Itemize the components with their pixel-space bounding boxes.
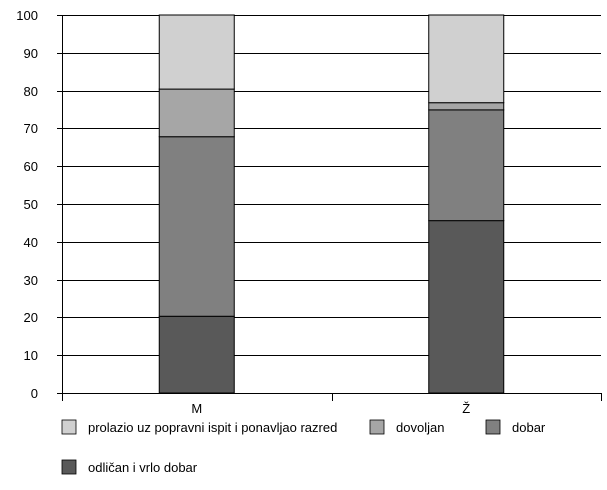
bar-segment xyxy=(158,315,235,394)
y-tick-label: 70 xyxy=(24,121,38,136)
y-tick-label: 50 xyxy=(24,197,38,212)
bar-segment xyxy=(428,14,505,104)
y-tick-label: 0 xyxy=(31,386,38,401)
bar-segment xyxy=(158,136,235,317)
y-tick-label: 90 xyxy=(24,46,38,61)
y-tick-label: 80 xyxy=(24,84,38,99)
y-tick-label: 30 xyxy=(24,273,38,288)
legend-swatch xyxy=(61,419,77,435)
bar-segment xyxy=(428,109,505,222)
x-category-label: M xyxy=(191,401,202,416)
y-tick-label: 60 xyxy=(24,159,38,174)
x-category-label: Ž xyxy=(462,401,470,416)
legend-label: odličan i vrlo dobar xyxy=(88,460,198,475)
y-tick-label: 20 xyxy=(24,310,38,325)
bar-segment xyxy=(158,88,235,138)
legend-swatch xyxy=(61,459,77,475)
legend-label: prolazio uz popravni ispit i ponavljao r… xyxy=(88,420,337,435)
bar-segment xyxy=(428,220,505,394)
legend-swatch xyxy=(485,419,501,435)
legend-swatch xyxy=(369,419,385,435)
legend-label: dovoljan xyxy=(396,420,444,435)
bar-segment xyxy=(158,14,235,90)
legend-label: dobar xyxy=(512,420,546,435)
y-tick-label: 40 xyxy=(24,235,38,250)
y-tick-label: 100 xyxy=(16,8,38,23)
y-tick-label: 10 xyxy=(24,348,38,363)
bar-segment xyxy=(428,102,505,111)
